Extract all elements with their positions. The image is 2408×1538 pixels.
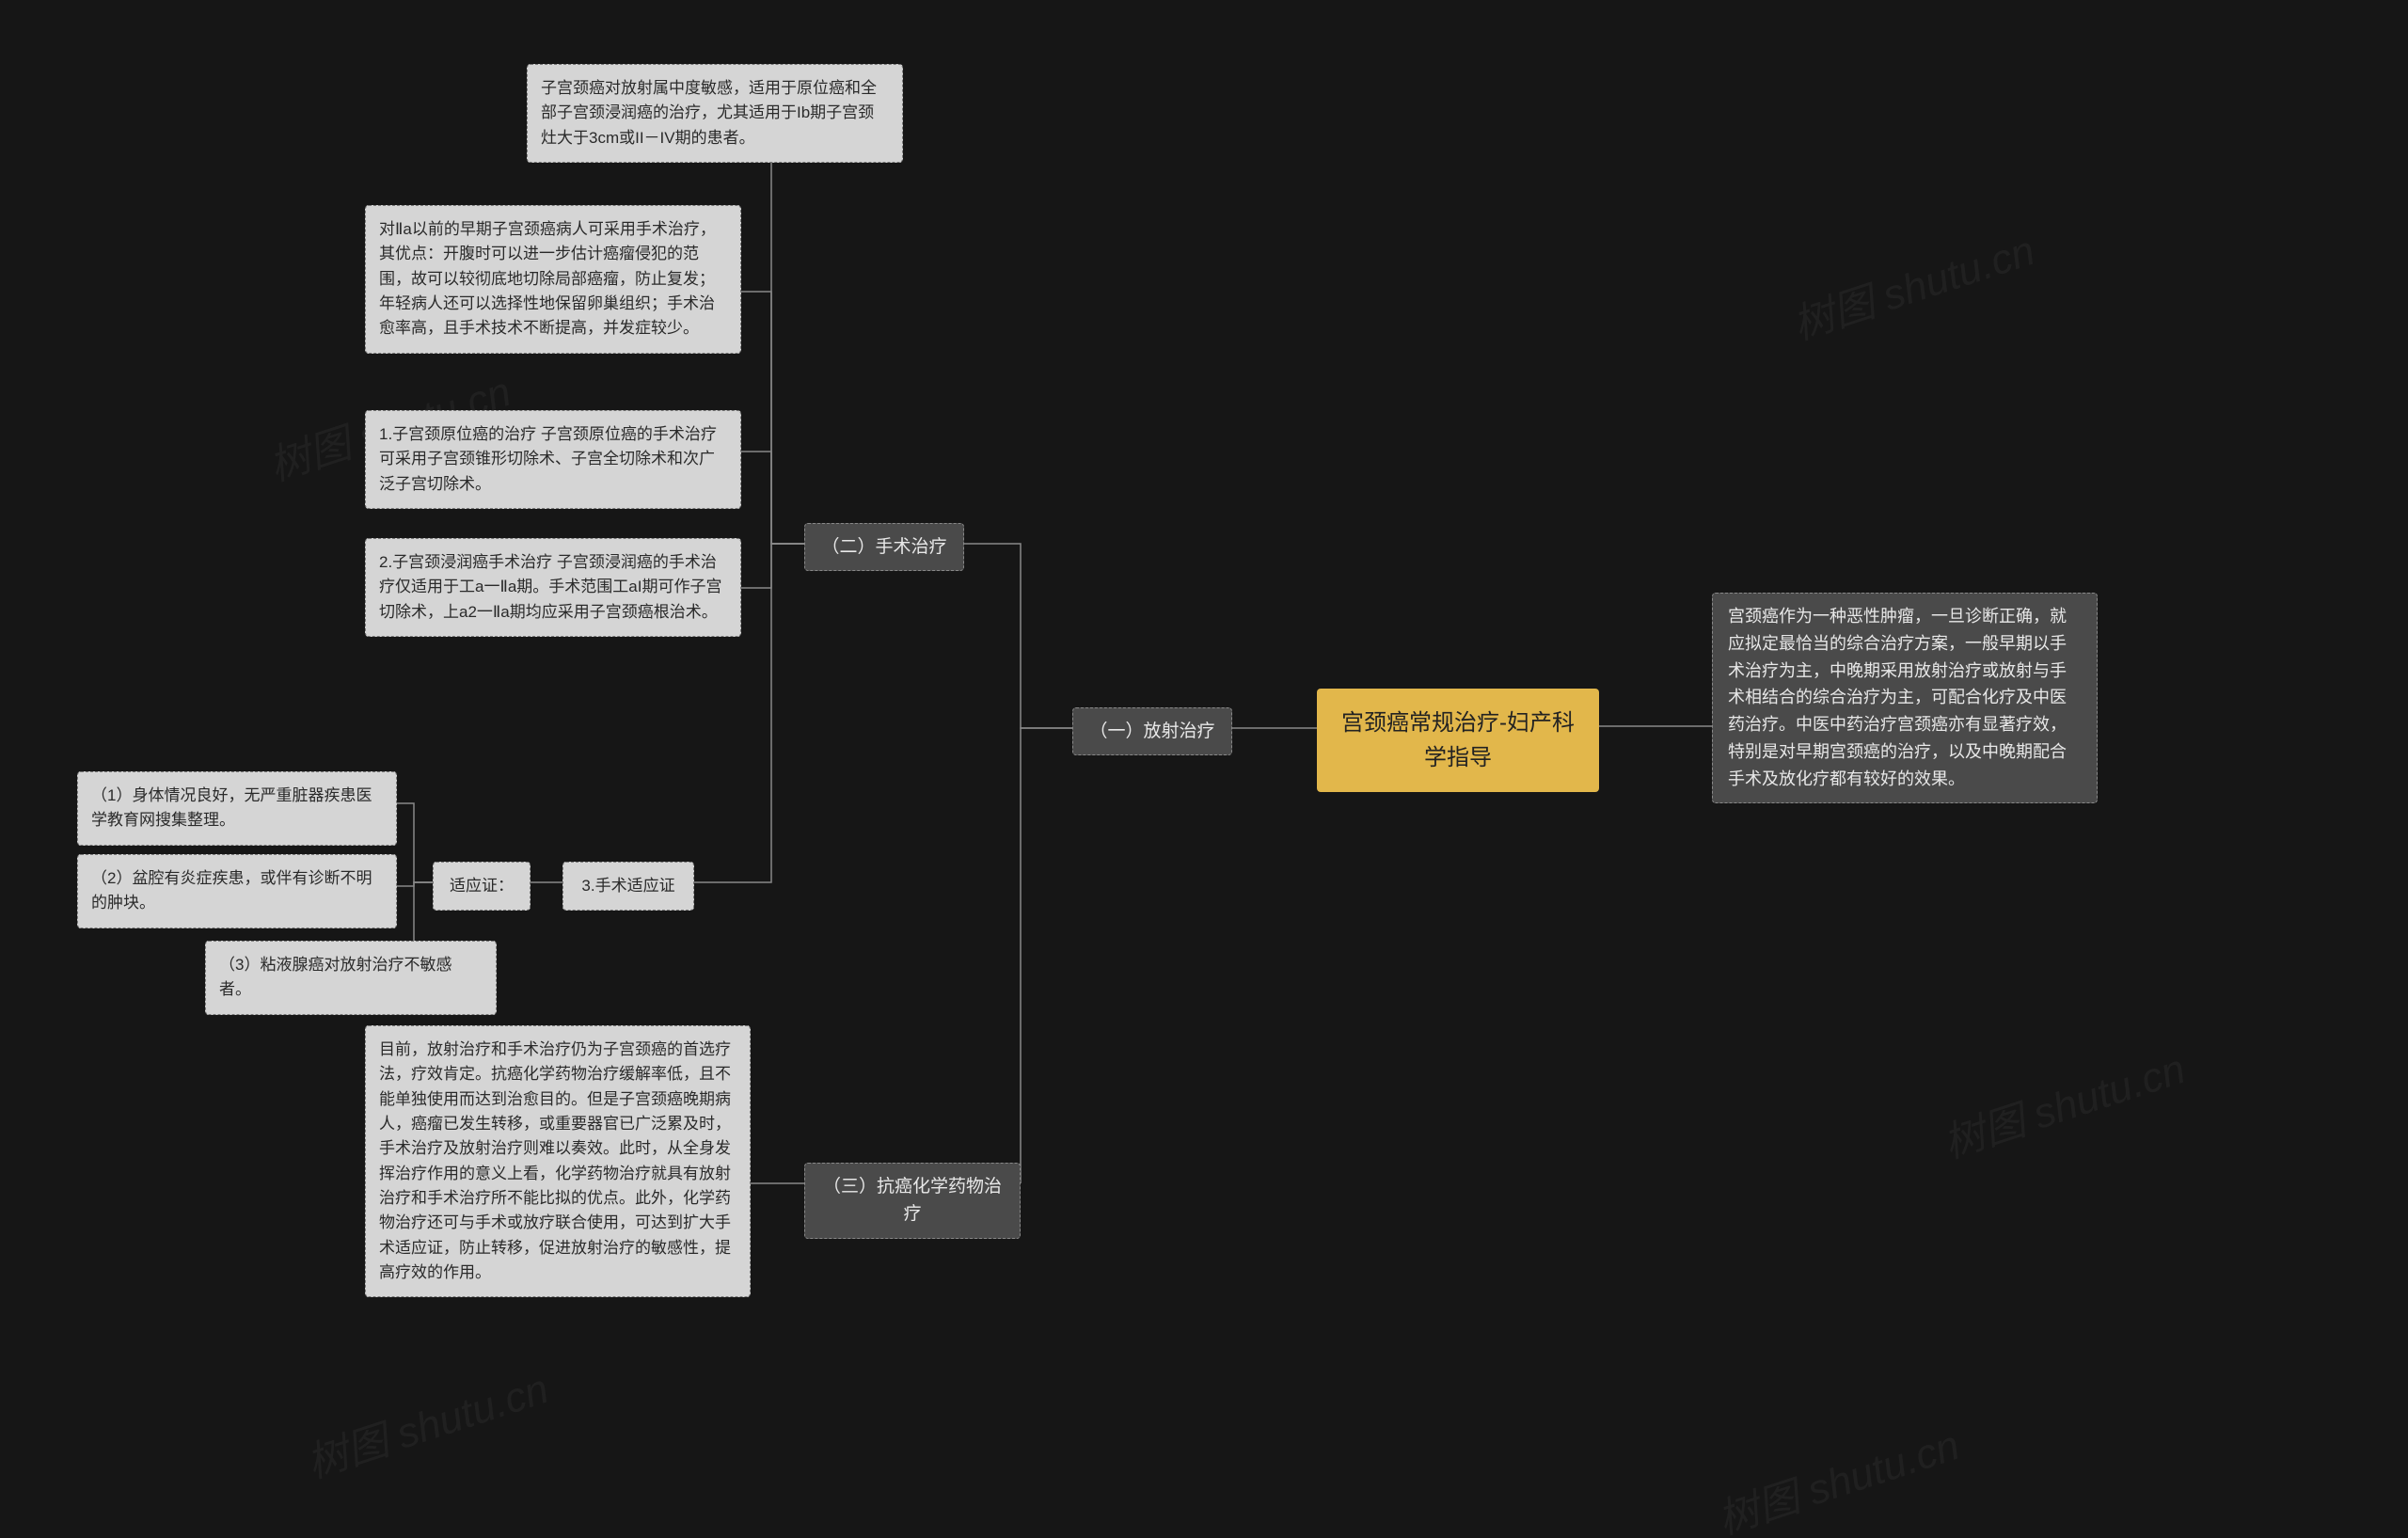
watermark: 树图 shutu.cn	[1935, 1035, 2192, 1169]
leaf-surgery-1[interactable]: 子宫颈癌对放射属中度敏感，适用于原位癌和全部子宫颈浸润癌的治疗，尤其适用于Ib期…	[527, 64, 903, 163]
leaf-surgery-3[interactable]: 1.子宫颈原位癌的治疗 子宫颈原位癌的手术治疗可采用子宫颈锥形切除术、子宫全切除…	[365, 410, 741, 509]
branch-radiation[interactable]: （一）放射治疗	[1072, 707, 1232, 755]
leaf-surgery-2[interactable]: 对Ⅱa以前的早期子宫颈癌病人可采用手术治疗，其优点：开腹时可以进一步估计癌瘤侵犯…	[365, 205, 741, 354]
leaf-indication-1[interactable]: （1）身体情况良好，无严重脏器疾患医学教育网搜集整理。	[77, 771, 397, 846]
summary-node[interactable]: 宫颈癌作为一种恶性肿瘤，一旦诊断正确，就应拟定最恰当的综合治疗方案，一般早期以手…	[1712, 593, 2098, 803]
leaf-indication-3[interactable]: （3）粘液腺癌对放射治疗不敏感者。	[205, 941, 497, 1015]
leaf-chemo-1[interactable]: 目前，放射治疗和手术治疗仍为子宫颈癌的首选疗法，疗效肯定。抗癌化学药物治疗缓解率…	[365, 1025, 751, 1297]
leaf-indication-2[interactable]: （2）盆腔有炎症疾患，或伴有诊断不明的肿块。	[77, 854, 397, 928]
branch-chemo[interactable]: （三）抗癌化学药物治疗	[804, 1163, 1021, 1239]
branch-surgery[interactable]: （二）手术治疗	[804, 523, 964, 571]
leaf-surgery-4[interactable]: 2.子宫颈浸润癌手术治疗 子宫颈浸润癌的手术治疗仅适用于工a一Ⅱa期。手术范围工…	[365, 538, 741, 637]
leaf-surgery-5[interactable]: 3.手术适应证	[562, 862, 694, 911]
watermark: 树图 shutu.cn	[298, 1355, 555, 1489]
watermark: 树图 shutu.cn	[1784, 216, 2041, 351]
root-node[interactable]: 宫颈癌常规治疗-妇产科学指导	[1317, 689, 1599, 792]
watermark: 树图 shutu.cn	[1709, 1411, 1966, 1538]
branch-indication[interactable]: 适应证：	[433, 862, 531, 911]
